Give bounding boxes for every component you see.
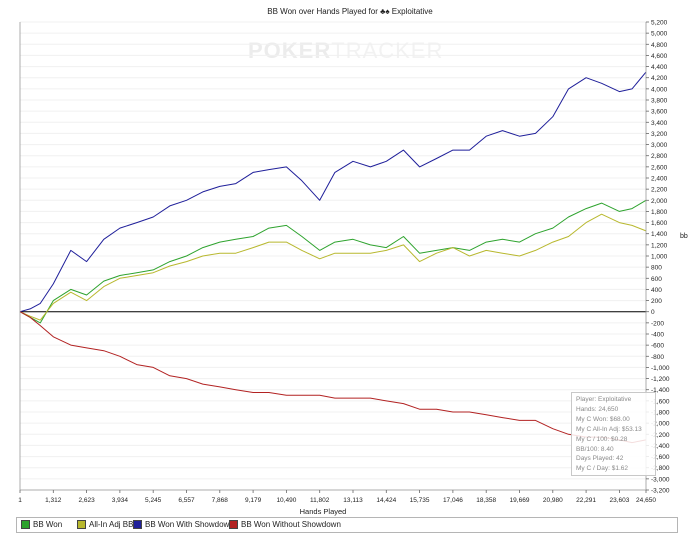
y-tick-label: -2,200 [651,432,670,439]
y-tick-label: 0 [651,309,655,316]
stats-box: Player: Exploitative Hands: 24,650 My C Wo… [571,392,656,476]
y-tick-label: -1,400 [651,387,670,394]
legend-item: All-In Adj BB [77,520,133,529]
y-tick-label: 1,800 [651,209,668,216]
y-tick-label: 200 [651,298,662,305]
x-tick-label: 19,669 [510,497,530,504]
y-tick-label: 2,800 [651,153,668,160]
pokertracker-watermark-logo: POKERTRACKER [248,38,444,63]
legend-label: BB Won [33,520,63,529]
series-line-bb-won [19,199,647,324]
y-tick-label: 4,400 [651,64,668,71]
legend-label: BB Won With Showdown [145,520,234,529]
x-tick-label: 11,802 [310,497,330,504]
stats-line: Days Played: 42 [576,455,624,463]
y-tick-label: -1,000 [651,365,670,372]
y-tick-label: -2,400 [651,443,670,450]
stats-line: My C Won: $68.00 [576,415,630,423]
y-tick-label: 4,600 [651,53,668,60]
y-tick-label: -1,800 [651,410,670,417]
y-tick-label: 1,600 [651,220,668,227]
x-tick-label: 24,650 [636,497,656,504]
x-tick-label: 18,358 [476,497,496,504]
y-tick-label: 2,400 [651,176,668,183]
y-tick-label: 2,000 [651,198,668,205]
x-tick-label: 23,603 [609,497,629,504]
x-tick-label: 9,179 [245,497,262,504]
y-tick-label: -1,200 [651,376,670,383]
y-tick-label: 1,200 [651,242,668,249]
stats-line: BB/100: 8.40 [576,445,614,453]
legend-swatch [229,520,238,529]
series-line-bb-won-without-showdown [19,311,647,444]
y-tick-label: 3,000 [651,142,668,149]
y-tick-label: 3,600 [651,109,668,116]
y-tick-label: -3,200 [651,488,670,495]
legend-item: BB Won [21,520,62,529]
y-tick-label: 2,200 [651,187,668,194]
x-tick-label: 1,312 [45,497,62,504]
y-tick-label: -200 [651,320,664,327]
y-tick-label: -1,600 [651,398,670,405]
y-tick-label: -3,000 [651,476,670,483]
x-tick-label: 13,113 [343,497,363,504]
x-tick-label: 14,424 [376,497,396,504]
y-tick-label: 3,200 [651,131,668,138]
legend-swatch [21,520,30,529]
x-tick-label: 6,557 [178,497,195,504]
y-tick-label: 5,000 [651,31,668,38]
legend-label: All-In Adj BB [89,520,134,529]
x-axis-label: Hands Played [300,507,347,516]
y-tick-label: 5,200 [651,20,668,27]
legend-item: BB Won With Showdown [133,520,234,529]
x-tick-label: 5,245 [145,497,162,504]
x-tick-label: 7,868 [212,497,229,504]
y-tick-label: -800 [651,354,664,361]
y-axis-label: bb [680,233,688,240]
y-tick-label: 3,800 [651,98,668,105]
stats-line: My C / 100: $0.28 [576,435,628,443]
stats-line: My C All-In Adj: $53.13 [576,425,642,433]
x-tick-label: 1 [18,497,22,504]
series-line-bb-won-with-showdown [19,71,647,313]
y-tick-label: 3,400 [651,120,668,127]
y-tick-label: -400 [651,332,664,339]
legend-item: BB Won Without Showdown [229,520,341,529]
x-tick-label: 22,291 [576,497,596,504]
legend-swatch [133,520,142,529]
y-tick-label: 1,000 [651,254,668,261]
y-tick-label: 1,400 [651,231,668,238]
stats-line: My C / Day: $1.62 [576,465,629,473]
y-tick-label: -2,600 [651,454,670,461]
y-tick-label: -2,800 [651,465,670,472]
y-tick-label: -2,000 [651,421,670,428]
y-tick-label: 4,800 [651,42,668,49]
stats-line: Hands: 24,650 [576,405,619,413]
y-tick-label: 600 [651,276,662,283]
y-tick-label: -600 [651,343,664,350]
stats-line: Player: Exploitative [576,396,632,403]
y-tick-label: 4,000 [651,86,668,93]
y-tick-label: 4,200 [651,75,668,82]
x-tick-label: 10,490 [276,497,296,504]
x-tick-label: 2,623 [78,497,95,504]
x-tick-label: 20,980 [543,497,563,504]
y-tick-label: 400 [651,287,662,294]
legend-swatch [77,520,86,529]
legend: BB Won All-In Adj BB BB Won With Showdown B… [16,517,678,533]
legend-label: BB Won Without Showdown [241,520,341,529]
x-tick-label: 15,735 [410,497,430,504]
series-line-all-in-adj-bb [19,213,647,321]
y-tick-label: 2,600 [651,164,668,171]
x-tick-label: 17,046 [443,497,463,504]
y-tick-label: 800 [651,265,662,272]
x-tick-label: 3,934 [112,497,129,504]
chart-title: BB Won over Hands Played for ♣♠ Exploita… [267,7,433,16]
